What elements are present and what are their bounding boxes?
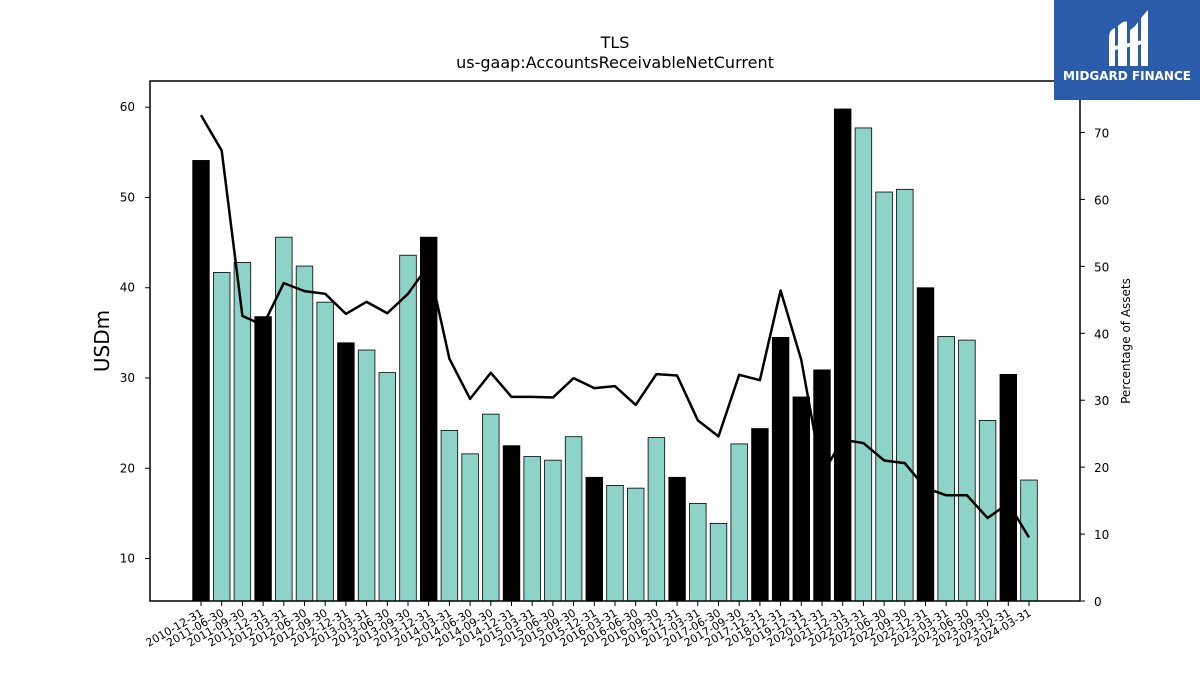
x-axis-ticks: 2010-12-312011-06-302011-09-302011-12-31… [144,601,1034,650]
bar-2022-09-30 [896,188,914,602]
bar-2015-09-30 [564,436,583,602]
bar-2012-09-30 [316,301,334,602]
bar-2013-09-30 [399,254,417,602]
bar-2017-12-31 [751,428,769,602]
y2-tick-label: 50 [1094,260,1109,274]
bar-2023-06-30 [958,339,976,602]
bar-2016-09-30 [647,437,666,602]
y-tick-label: 40 [120,281,135,295]
bar-2016-03-31 [606,485,624,602]
bar-2022-12-31 [916,287,935,602]
bar-2011-06-30 [212,271,231,602]
bar-2017-09-30 [730,443,748,602]
logo-mark-icon [1109,10,1148,66]
bar-2013-06-30 [378,372,397,602]
bar-2017-03-31 [689,503,707,602]
y-tick-label: 60 [120,100,135,114]
y2-tick-label: 60 [1094,193,1109,207]
bar-2022-03-31 [854,127,873,602]
bar-2021-12-31 [834,108,852,602]
y-tick-label: 10 [120,552,135,566]
bar-2011-12-31 [254,316,272,602]
y2-tick-label: 30 [1094,394,1109,408]
y2-tick-label: 10 [1094,528,1109,542]
bar-2014-09-30 [482,413,500,602]
left-axis-ticks: 10 20 30 40 50 60 [120,100,150,566]
y2-axis-label: Percentage of Assets [1119,278,1133,404]
bar-2024-03-31 [1020,479,1038,602]
midgard-finance-logo: MIDGARD FINANCE [1054,0,1200,100]
bars-layer [192,108,1038,602]
bar-2019-12-31 [792,396,811,602]
bar-2023-03-31 [937,336,955,602]
y2-tick-label: 0 [1094,595,1102,609]
bar-2017-06-30 [709,522,728,602]
percentage-line [199,114,1031,539]
bar-2014-03-31 [440,429,459,602]
bar-2018-12-31 [771,336,790,602]
y-tick-label: 30 [120,371,135,385]
logo-text: MIDGARD FINANCE [1063,69,1191,83]
bar-2014-06-30 [461,453,479,602]
bar-2023-12-31 [999,373,1018,602]
bar-2015-06-30 [544,459,562,602]
bar-2010-12-31 [192,160,210,602]
bar-2013-03-31 [357,349,376,602]
bar-2022-06-30 [875,191,893,602]
bar-2020-12-31 [813,369,831,602]
chart-subtitle: us-gaap:AccountsReceivableNetCurrent [456,53,774,72]
bar-2015-12-31 [585,476,604,602]
y-tick-label: 50 [120,190,135,204]
bar-2012-03-31 [275,236,293,602]
y2-tick-label: 70 [1094,127,1109,141]
bar-2014-12-31 [502,445,521,602]
y2-tick-label: 40 [1094,327,1109,341]
line-layer [199,114,1031,539]
bar-2015-03-31 [523,456,541,602]
right-axis-ticks: 0 10 20 30 40 50 60 70 [1080,127,1109,609]
bar-2016-12-31 [668,476,686,602]
bar-2012-06-30 [295,265,314,602]
chart-title: TLS [600,33,630,52]
y-tick-label: 20 [120,461,135,475]
bar-2012-12-31 [337,342,355,602]
bar-2016-06-30 [627,487,645,602]
y-axis-label: USDm [90,310,114,372]
y2-tick-label: 20 [1094,461,1109,475]
